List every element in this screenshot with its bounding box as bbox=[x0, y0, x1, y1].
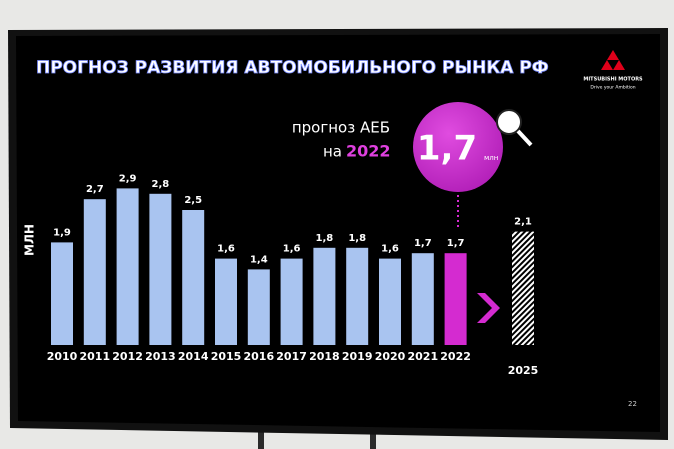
search-icon-handle bbox=[516, 129, 533, 147]
y-axis-label: МЛН bbox=[23, 224, 37, 256]
annotation-text: прогноз АЕБ bbox=[292, 119, 390, 137]
x-tick-label: 2015 bbox=[211, 350, 242, 363]
annotation-year: 2022 bbox=[346, 142, 391, 161]
bar bbox=[116, 188, 139, 345]
bar bbox=[444, 253, 467, 345]
value-label: 1,8 bbox=[348, 233, 366, 244]
bar bbox=[512, 231, 534, 345]
stand bbox=[258, 425, 264, 449]
x-tick-label: 2017 bbox=[276, 350, 307, 363]
annotation-prefix: на bbox=[323, 143, 342, 161]
bar bbox=[182, 210, 205, 345]
value-label: 1,4 bbox=[250, 254, 268, 265]
bar bbox=[149, 193, 172, 345]
slide-title: ПРОГНОЗ РАЗВИТИЯ АВТОМОБИЛЬНОГО РЫНКА РФ bbox=[36, 58, 549, 78]
bar bbox=[83, 199, 106, 345]
value-label: 1,8 bbox=[316, 233, 334, 244]
value-label: 1,7 bbox=[447, 238, 465, 249]
value-label: 2,8 bbox=[152, 179, 170, 190]
bar bbox=[379, 258, 401, 345]
x-tick-label: 2011 bbox=[79, 350, 110, 363]
x-tick-label: 2010 bbox=[47, 350, 78, 363]
search-icon bbox=[496, 109, 522, 135]
value-label: 1,9 bbox=[53, 227, 71, 238]
logo-slogan: Drive your Ambition bbox=[590, 85, 635, 91]
logo-mark bbox=[601, 60, 613, 70]
x-tick-label: 2022 bbox=[440, 350, 471, 363]
value-label: 2,9 bbox=[119, 173, 137, 184]
bar bbox=[247, 269, 270, 345]
x-tick-label: 2020 bbox=[375, 350, 406, 363]
arrow bbox=[477, 293, 500, 323]
value-label: 1,6 bbox=[381, 244, 399, 255]
x-tick-label: 2013 bbox=[145, 350, 176, 363]
stand bbox=[370, 425, 376, 449]
x-tick-label: 2014 bbox=[178, 350, 209, 363]
bar bbox=[411, 253, 434, 345]
forecast-bubble bbox=[413, 102, 503, 192]
forecast-value: 1,7 bbox=[417, 129, 477, 169]
x-tick-label: 2019 bbox=[342, 350, 373, 363]
x-tick-label: 2018 bbox=[309, 350, 340, 363]
bar bbox=[280, 258, 303, 345]
bar bbox=[346, 247, 369, 345]
value-label: 2,1 bbox=[514, 217, 532, 228]
x-tick-label: 2016 bbox=[243, 350, 274, 363]
page-number: 22 bbox=[628, 400, 637, 408]
x-tick-label: 2025 bbox=[508, 364, 539, 377]
bar bbox=[51, 242, 73, 345]
value-label: 1,6 bbox=[283, 244, 301, 255]
forecast-unit: млн bbox=[484, 154, 498, 162]
logo-mark bbox=[613, 60, 625, 70]
bar bbox=[215, 258, 237, 345]
bar-chart: 1,9 2010 2,7 2011 2,9 2012 2,8 2013 2,5 2014 1,6 20… bbox=[47, 173, 539, 377]
logo-brand: MITSUBISHI MOTORS bbox=[583, 77, 643, 83]
value-label: 1,6 bbox=[217, 244, 235, 255]
value-label: 2,7 bbox=[86, 184, 104, 195]
bar bbox=[313, 247, 336, 345]
logo-mark bbox=[607, 50, 619, 60]
screen bbox=[16, 34, 660, 432]
value-label: 2,5 bbox=[184, 195, 202, 206]
x-tick-label: 2021 bbox=[407, 350, 438, 363]
x-tick-label: 2012 bbox=[112, 350, 143, 363]
value-label: 1,7 bbox=[414, 238, 432, 249]
